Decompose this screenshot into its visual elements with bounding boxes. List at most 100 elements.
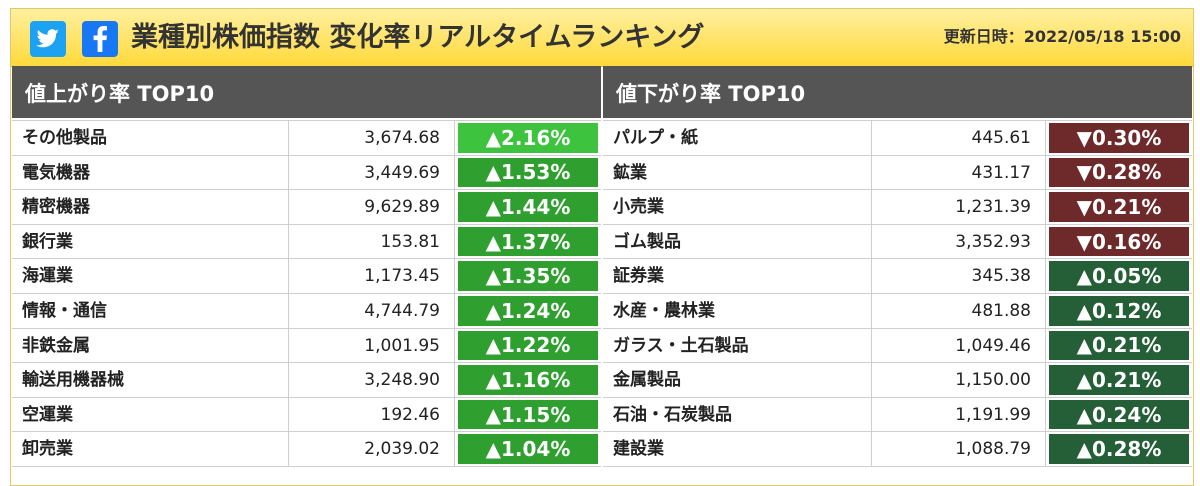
sector-name: 電気機器 xyxy=(12,155,289,190)
index-value: 3,449.69 xyxy=(289,155,455,190)
sector-name: 非鉄金属 xyxy=(12,328,289,363)
table-row[interactable]: 空運業 192.46 ▲1.15% xyxy=(12,397,601,433)
table-row[interactable]: 情報・通信 4,744.79 ▲1.24% xyxy=(12,293,601,329)
index-value: 4,744.79 xyxy=(289,293,455,328)
change-badge: ▲0.05% xyxy=(1049,261,1189,291)
change-badge: ▲1.37% xyxy=(458,226,598,257)
index-value: 1,231.39 xyxy=(872,190,1046,224)
index-value: 1,049.46 xyxy=(872,328,1046,363)
change-badge: ▲0.21% xyxy=(1049,365,1189,395)
table-row[interactable]: 非鉄金属 1,001.95 ▲1.22% xyxy=(12,328,601,364)
index-value: 3,674.68 xyxy=(289,121,455,155)
change-cell: ▲0.21% xyxy=(1046,329,1192,363)
update-value: 2022/05/18 15:00 xyxy=(1023,27,1181,46)
table-row[interactable]: 鉱業 431.17 ▼0.28% xyxy=(603,155,1192,191)
sector-name: 情報・通信 xyxy=(12,293,289,328)
twitter-share-button[interactable] xyxy=(30,21,66,57)
change-badge: ▲1.53% xyxy=(458,157,598,188)
losers-table: パルプ・紙 445.61 ▼0.30% 鉱業 431.17 ▼0.28% 小売業 1,231.… xyxy=(603,120,1192,467)
index-value: 2,039.02 xyxy=(289,432,455,466)
sector-name: ゴム製品 xyxy=(603,224,872,259)
sector-name: 石油・石炭製品 xyxy=(603,397,872,432)
table-row[interactable]: 電気機器 3,449.69 ▲1.53% xyxy=(12,155,601,191)
table-row[interactable]: 銀行業 153.81 ▲1.37% xyxy=(12,224,601,260)
table-row[interactable]: パルプ・紙 445.61 ▼0.30% xyxy=(603,121,1192,156)
change-cell: ▼0.28% xyxy=(1046,156,1192,190)
table-row[interactable]: 海運業 1,173.45 ▲1.35% xyxy=(12,259,601,294)
table-row[interactable]: 石油・石炭製品 1,191.99 ▲0.24% xyxy=(603,397,1192,433)
change-cell: ▲1.35% xyxy=(455,259,601,293)
sector-name: 金属製品 xyxy=(603,363,872,397)
change-cell: ▼0.30% xyxy=(1046,121,1192,155)
gainers-panel: 値上がり率 TOP10 その他製品 3,674.68 ▲2.16% 電気機器 3,449… xyxy=(12,66,601,467)
change-cell: ▲1.16% xyxy=(455,363,601,397)
index-value: 192.46 xyxy=(289,397,455,432)
change-cell: ▲0.05% xyxy=(1046,259,1192,293)
change-cell: ▲0.21% xyxy=(1046,363,1192,397)
table-row[interactable]: 金属製品 1,150.00 ▲0.21% xyxy=(603,363,1192,398)
twitter-icon xyxy=(36,29,59,48)
table-row[interactable]: 精密機器 9,629.89 ▲1.44% xyxy=(12,190,601,225)
gainers-table: その他製品 3,674.68 ▲2.16% 電気機器 3,449.69 ▲1.53% 精密機… xyxy=(12,120,601,467)
change-cell: ▲1.37% xyxy=(455,225,601,259)
index-value: 345.38 xyxy=(872,259,1046,293)
change-badge: ▼0.28% xyxy=(1049,157,1189,188)
change-cell: ▲0.28% xyxy=(1046,432,1192,466)
change-cell: ▲1.44% xyxy=(455,190,601,224)
change-cell: ▲1.04% xyxy=(455,432,601,466)
index-value: 1,191.99 xyxy=(872,397,1046,432)
change-cell: ▲1.24% xyxy=(455,294,601,328)
table-row[interactable]: 輸送用機器械 3,248.90 ▲1.16% xyxy=(12,363,601,398)
table-row[interactable]: 水産・農林業 481.88 ▲0.12% xyxy=(603,293,1192,329)
table-row[interactable]: ガラス・土石製品 1,049.46 ▲0.21% xyxy=(603,328,1192,364)
change-badge: ▲1.44% xyxy=(458,192,598,222)
change-badge: ▲0.21% xyxy=(1049,330,1189,361)
change-badge: ▼0.21% xyxy=(1049,192,1189,222)
losers-title: 値下がり率 TOP10 xyxy=(603,66,1192,118)
update-label: 更新日時： xyxy=(943,27,1024,46)
change-badge: ▲1.04% xyxy=(458,434,598,464)
sector-name: その他製品 xyxy=(12,121,289,155)
facebook-share-button[interactable] xyxy=(82,21,118,57)
table-row[interactable]: 証券業 345.38 ▲0.05% xyxy=(603,259,1192,294)
sector-name: 海運業 xyxy=(12,259,289,293)
index-value: 1,150.00 xyxy=(872,363,1046,397)
change-badge: ▲1.35% xyxy=(458,261,598,291)
sector-name: 空運業 xyxy=(12,397,289,432)
index-value: 431.17 xyxy=(872,155,1046,190)
table-row[interactable]: 卸売業 2,039.02 ▲1.04% xyxy=(12,432,601,467)
index-value: 481.88 xyxy=(872,293,1046,328)
change-badge: ▲0.12% xyxy=(1049,295,1189,326)
change-cell: ▲0.12% xyxy=(1046,294,1192,328)
sector-name: パルプ・紙 xyxy=(603,121,872,155)
sector-name: 証券業 xyxy=(603,259,872,293)
sector-name: 銀行業 xyxy=(12,224,289,259)
sector-name: 水産・農林業 xyxy=(603,293,872,328)
sector-name: 建設業 xyxy=(603,432,872,466)
sector-name: 輸送用機器械 xyxy=(12,363,289,397)
gainers-title: 値上がり率 TOP10 xyxy=(12,66,601,118)
change-badge: ▼0.16% xyxy=(1049,226,1189,257)
table-row[interactable]: その他製品 3,674.68 ▲2.16% xyxy=(12,121,601,156)
change-cell: ▲1.15% xyxy=(455,398,601,432)
facebook-icon xyxy=(93,26,107,52)
table-row[interactable]: 小売業 1,231.39 ▼0.21% xyxy=(603,190,1192,225)
change-cell: ▲1.53% xyxy=(455,156,601,190)
index-value: 153.81 xyxy=(289,224,455,259)
table-row[interactable]: ゴム製品 3,352.93 ▼0.16% xyxy=(603,224,1192,260)
index-value: 445.61 xyxy=(872,121,1046,155)
index-value: 3,352.93 xyxy=(872,224,1046,259)
index-value: 3,248.90 xyxy=(289,363,455,397)
change-badge: ▲2.16% xyxy=(458,123,598,153)
change-cell: ▲1.22% xyxy=(455,329,601,363)
change-badge: ▲1.24% xyxy=(458,295,598,326)
change-badge: ▲1.16% xyxy=(458,365,598,395)
index-value: 9,629.89 xyxy=(289,190,455,224)
change-cell: ▼0.21% xyxy=(1046,190,1192,224)
change-cell: ▲2.16% xyxy=(455,121,601,155)
index-value: 1,173.45 xyxy=(289,259,455,293)
widget-title: 業種別株価指数 変化率リアルタイムランキング xyxy=(131,22,705,53)
table-row[interactable]: 建設業 1,088.79 ▲0.28% xyxy=(603,432,1192,467)
change-badge: ▲1.22% xyxy=(458,330,598,361)
widget-header: 業種別株価指数 変化率リアルタイムランキング 更新日時：2022/05/18 1… xyxy=(11,9,1193,67)
